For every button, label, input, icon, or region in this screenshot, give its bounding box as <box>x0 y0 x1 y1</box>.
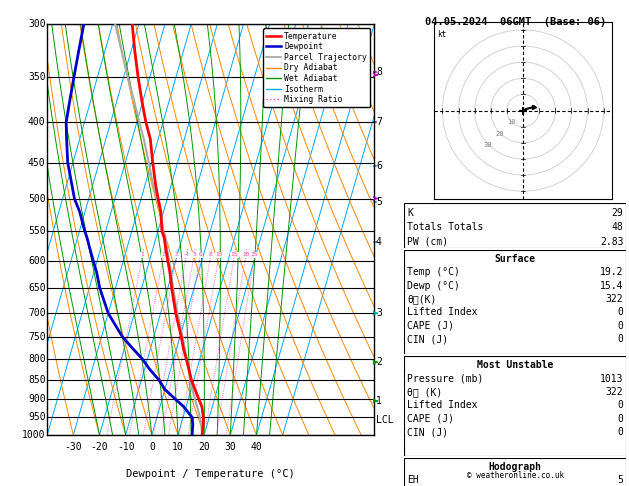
Text: -20: -20 <box>91 442 108 452</box>
Text: 850: 850 <box>28 375 45 384</box>
Text: 350: 350 <box>28 72 45 82</box>
Text: Surface: Surface <box>494 254 536 264</box>
Text: 40: 40 <box>250 442 262 452</box>
Text: 04.05.2024  06GMT  (Base: 06): 04.05.2024 06GMT (Base: 06) <box>425 17 606 27</box>
Text: 3: 3 <box>175 253 179 258</box>
Text: 6: 6 <box>199 253 203 258</box>
Text: 15.4: 15.4 <box>600 280 623 291</box>
Text: LCL: LCL <box>376 416 394 425</box>
Text: 8: 8 <box>209 253 213 258</box>
Text: 0: 0 <box>618 427 623 437</box>
Text: Temp (°C): Temp (°C) <box>407 267 460 277</box>
Text: 0: 0 <box>618 321 623 331</box>
Text: 2: 2 <box>376 357 382 367</box>
Text: Dewpoint / Temperature (°C): Dewpoint / Temperature (°C) <box>126 469 295 479</box>
Text: 7: 7 <box>376 118 382 127</box>
Text: 15: 15 <box>231 253 238 258</box>
Text: 30: 30 <box>225 442 237 452</box>
Text: 550: 550 <box>28 226 45 236</box>
Legend: Temperature, Dewpoint, Parcel Trajectory, Dry Adiabat, Wet Adiabat, Isotherm, Mi: Temperature, Dewpoint, Parcel Trajectory… <box>263 28 370 107</box>
Text: 2.83: 2.83 <box>600 237 623 247</box>
Text: PW (cm): PW (cm) <box>407 237 448 247</box>
Text: 0: 0 <box>618 334 623 344</box>
Text: 1: 1 <box>376 396 382 406</box>
Text: 650: 650 <box>28 283 45 293</box>
Text: 2: 2 <box>162 253 165 258</box>
Text: 1000: 1000 <box>22 430 45 440</box>
Text: 700: 700 <box>28 308 45 318</box>
Text: 322: 322 <box>606 387 623 397</box>
Text: 4: 4 <box>376 237 382 247</box>
Text: 10: 10 <box>172 442 184 452</box>
Text: kt: kt <box>438 30 447 39</box>
Text: 19.2: 19.2 <box>600 267 623 277</box>
Text: 750: 750 <box>28 332 45 342</box>
Text: K: K <box>407 208 413 218</box>
Text: 8: 8 <box>376 67 382 77</box>
Text: 0: 0 <box>618 307 623 317</box>
Text: CIN (J): CIN (J) <box>407 427 448 437</box>
Text: 1: 1 <box>141 253 145 258</box>
Text: 25: 25 <box>251 253 259 258</box>
Text: 0: 0 <box>618 414 623 424</box>
Text: CIN (J): CIN (J) <box>407 334 448 344</box>
Text: CAPE (J): CAPE (J) <box>407 321 454 331</box>
Text: 450: 450 <box>28 157 45 168</box>
Text: -10: -10 <box>117 442 135 452</box>
Text: 600: 600 <box>28 256 45 266</box>
Text: 950: 950 <box>28 413 45 422</box>
Text: 48: 48 <box>611 222 623 232</box>
Text: 5: 5 <box>192 253 196 258</box>
Text: © weatheronline.co.uk: © weatheronline.co.uk <box>467 471 564 480</box>
Text: 20: 20 <box>242 253 250 258</box>
Text: 5: 5 <box>618 475 623 485</box>
Text: Most Unstable: Most Unstable <box>477 360 554 370</box>
Text: 30: 30 <box>484 142 493 148</box>
Text: 5: 5 <box>376 197 382 207</box>
Text: θᴇ(K): θᴇ(K) <box>407 294 437 304</box>
Text: 500: 500 <box>28 193 45 204</box>
Text: EH: EH <box>407 475 419 485</box>
Text: Hodograph: Hodograph <box>489 462 542 472</box>
Text: 400: 400 <box>28 118 45 127</box>
Text: 4: 4 <box>184 253 188 258</box>
Text: 6: 6 <box>376 161 382 172</box>
Text: Totals Totals: Totals Totals <box>407 222 483 232</box>
Text: -30: -30 <box>65 442 82 452</box>
Text: Pressure (mb): Pressure (mb) <box>407 374 483 383</box>
Text: 322: 322 <box>606 294 623 304</box>
Text: θᴇ (K): θᴇ (K) <box>407 387 442 397</box>
Text: Lifted Index: Lifted Index <box>407 400 477 410</box>
Text: Lifted Index: Lifted Index <box>407 307 477 317</box>
Text: Dewp (°C): Dewp (°C) <box>407 280 460 291</box>
Text: 900: 900 <box>28 394 45 404</box>
Text: 20: 20 <box>198 442 210 452</box>
Text: 20: 20 <box>496 131 504 137</box>
Text: 0: 0 <box>149 442 155 452</box>
Text: 800: 800 <box>28 354 45 364</box>
Text: 10: 10 <box>215 253 223 258</box>
Text: 1013: 1013 <box>600 374 623 383</box>
Text: 0: 0 <box>618 400 623 410</box>
Text: CAPE (J): CAPE (J) <box>407 414 454 424</box>
Text: 29: 29 <box>611 208 623 218</box>
Text: 10: 10 <box>507 119 516 125</box>
Text: 300: 300 <box>28 19 45 29</box>
Text: 3: 3 <box>376 308 382 318</box>
